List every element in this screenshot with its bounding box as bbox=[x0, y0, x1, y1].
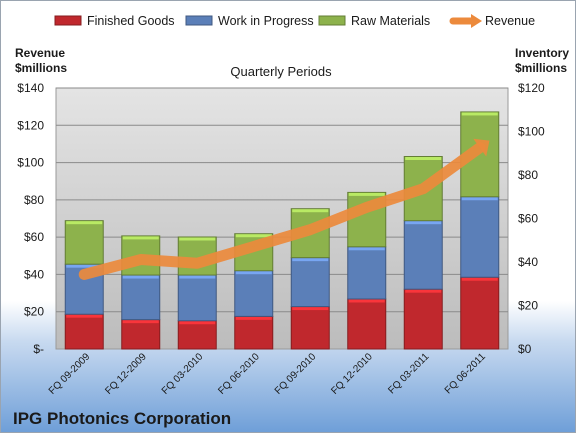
revenue-point bbox=[366, 206, 368, 208]
right-axis-title-line1: Inventory bbox=[515, 46, 569, 60]
revenue-point bbox=[140, 259, 142, 261]
revenue-point bbox=[83, 273, 85, 275]
left-axis-tick-label: $40 bbox=[24, 267, 44, 281]
bar-segment-highlight bbox=[179, 237, 216, 241]
bar-segment-highlight bbox=[66, 314, 103, 318]
x-axis-tick-label: FQ 03-2010 bbox=[160, 351, 206, 397]
right-axis-tick-label: $80 bbox=[518, 168, 538, 182]
bar-segment-highlight bbox=[122, 320, 159, 324]
bar-segment bbox=[290, 257, 330, 308]
bar-segment bbox=[121, 319, 161, 350]
legend-label: Raw Materials bbox=[351, 14, 430, 28]
bar-segment-highlight bbox=[292, 258, 329, 262]
bar-segment-highlight bbox=[179, 321, 216, 325]
bar-segment bbox=[64, 220, 104, 265]
legend-label: Revenue bbox=[485, 14, 535, 28]
x-axis-tick-label: FQ 06-2010 bbox=[216, 351, 262, 397]
x-axis-tick-label: FQ 12-2010 bbox=[329, 351, 375, 397]
right-axis-title-line2: $millions bbox=[515, 61, 567, 75]
bar-segment bbox=[121, 274, 161, 321]
x-axis-tick-label: FQ 06-2011 bbox=[443, 351, 488, 396]
legend-label: Work in Progress bbox=[218, 14, 314, 28]
bar-segment-highlight bbox=[405, 289, 442, 293]
bar-segment-highlight bbox=[461, 277, 498, 281]
bar-segment-highlight bbox=[292, 307, 329, 311]
bar-segment bbox=[460, 276, 500, 350]
bar-segment-highlight bbox=[235, 271, 272, 275]
revenue-point bbox=[196, 262, 198, 264]
bar-segment-highlight bbox=[405, 221, 442, 225]
revenue-line bbox=[78, 142, 486, 280]
bar-segment bbox=[177, 320, 217, 350]
right-axis-tick-label: $120 bbox=[518, 81, 545, 95]
legend-arrow-swatch bbox=[471, 14, 482, 28]
bar-segment bbox=[177, 274, 217, 322]
bar-segment-highlight bbox=[122, 275, 159, 279]
right-axis-tick-label: $0 bbox=[518, 342, 532, 356]
revenue-point bbox=[422, 188, 424, 190]
bar-segment bbox=[234, 270, 274, 317]
right-axis-tick-label: $100 bbox=[518, 125, 545, 139]
right-axis-tick-label: $40 bbox=[518, 255, 538, 269]
bar-segment bbox=[64, 313, 104, 350]
company-name: IPG Photonics Corporation bbox=[13, 409, 231, 428]
revenue-point bbox=[309, 229, 311, 231]
bar-segment bbox=[347, 298, 387, 350]
bar-segment bbox=[403, 288, 443, 350]
bar-segment-highlight bbox=[461, 112, 498, 116]
bar-segment-highlight bbox=[348, 247, 385, 251]
bar-segment bbox=[234, 315, 274, 350]
legend-swatch bbox=[185, 15, 213, 26]
bar-segment-highlight bbox=[179, 275, 216, 279]
bar-segment-highlight bbox=[405, 157, 442, 161]
legend-label: Finished Goods bbox=[87, 14, 175, 28]
bar-segment bbox=[403, 220, 443, 290]
left-axis-tick-label: $120 bbox=[17, 118, 44, 132]
bar-segment-highlight bbox=[122, 236, 159, 240]
left-axis-tick-label: $80 bbox=[24, 193, 44, 207]
x-axis-tick-label: FQ 09-2009 bbox=[47, 351, 93, 397]
left-axis-title-line1: Revenue bbox=[15, 46, 65, 60]
bar-segment-highlight bbox=[348, 192, 385, 196]
right-axis-tick-label: $20 bbox=[518, 299, 538, 313]
right-axis-tick-label: $60 bbox=[518, 212, 538, 226]
x-axis-tick-label: FQ 12-2009 bbox=[103, 351, 149, 397]
revenue-point bbox=[253, 245, 255, 247]
left-axis-title-line2: $millions bbox=[15, 61, 67, 75]
left-axis-tick-label: $100 bbox=[17, 156, 44, 170]
x-axis-tick-label: FQ 03-2011 bbox=[386, 351, 431, 396]
left-axis-tick-label: $60 bbox=[24, 230, 44, 244]
bar-segment bbox=[460, 196, 500, 278]
left-axis-tick-label: $- bbox=[33, 342, 44, 356]
bar-segment-highlight bbox=[235, 234, 272, 238]
left-axis-tick-label: $20 bbox=[24, 305, 44, 319]
bar-segment bbox=[347, 246, 387, 300]
left-axis-tick-label: $140 bbox=[17, 81, 44, 95]
legend-swatch bbox=[54, 15, 82, 26]
x-axis-tick-label: FQ 09-2010 bbox=[273, 351, 319, 397]
revenue-arrowhead bbox=[473, 138, 490, 157]
bar-segment bbox=[290, 306, 330, 350]
bar-segment-highlight bbox=[292, 209, 329, 213]
bar-segment-highlight bbox=[66, 264, 103, 268]
bar-segment-highlight bbox=[66, 221, 103, 225]
bar-segment-highlight bbox=[235, 316, 272, 320]
bar-segment-highlight bbox=[348, 299, 385, 303]
chart-title: Quarterly Periods bbox=[230, 64, 332, 79]
legend-swatch bbox=[318, 15, 346, 26]
bar-segment-highlight bbox=[461, 197, 498, 201]
